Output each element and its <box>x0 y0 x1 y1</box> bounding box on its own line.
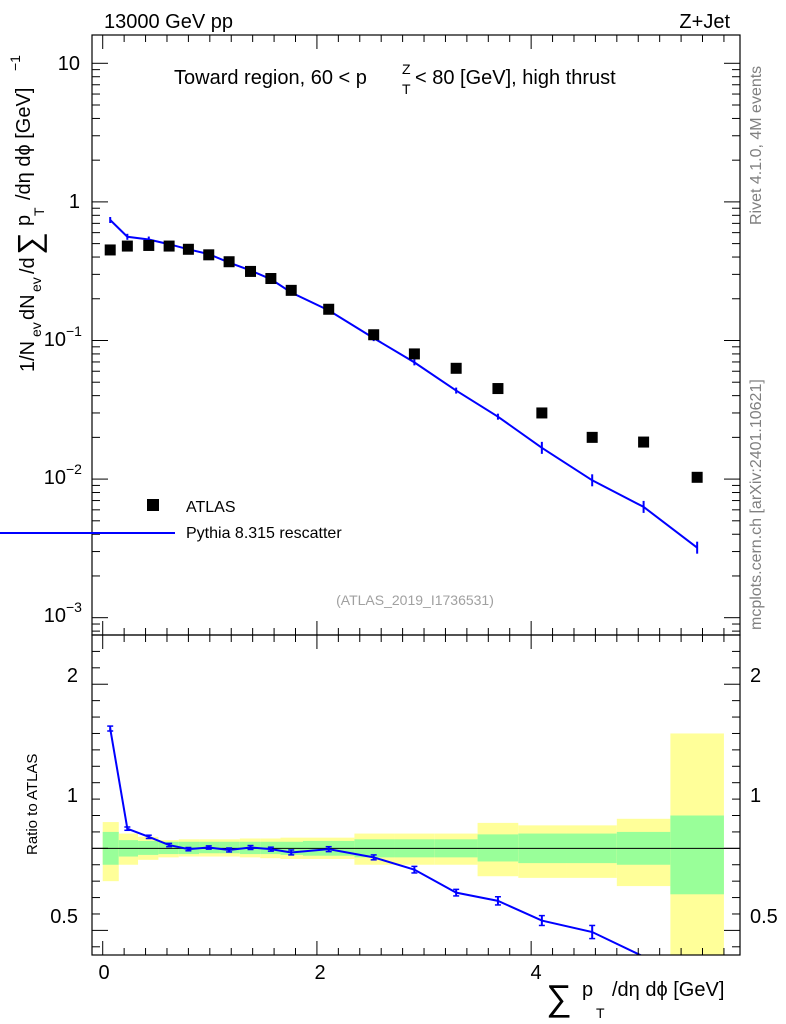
svg-text:p: p <box>13 215 35 226</box>
atlas-point-9 <box>285 284 297 296</box>
svg-text:−1: −1 <box>7 55 23 71</box>
atlas-point-0 <box>104 244 116 256</box>
ratio-ylabel: Ratio to ATLAS <box>24 754 41 855</box>
ratio-ytick-1-left: 1 <box>67 785 78 807</box>
ratio-ytick-1-right: 1 <box>750 785 761 807</box>
svg-text:1/N: 1/N <box>17 341 39 372</box>
atlas-point-13 <box>450 362 462 374</box>
xtick-2: 2 <box>314 962 325 984</box>
atlas-point-17 <box>638 436 650 448</box>
ratio-line <box>109 728 643 955</box>
main-title-sup: Z <box>402 61 411 77</box>
ratio-ytick-2-right: 2 <box>750 665 761 687</box>
ratio-uncertainty-bands <box>102 733 724 955</box>
stat-band-bin-18 <box>670 815 724 895</box>
legend: ATLAS Pythia 8.315 rescatter <box>0 499 342 542</box>
ratio-series <box>107 725 643 955</box>
atlas-point-3 <box>163 240 175 252</box>
ytick-1: 1 <box>69 191 80 213</box>
side-label-mcplots: mcplots.cern.ch [arXiv:2401.10621] <box>748 379 765 630</box>
atlas-point-10 <box>323 303 335 315</box>
ytick-0.001-exp: −3 <box>66 599 82 615</box>
legend-label-pythia: Pythia 8.315 rescatter <box>186 525 342 542</box>
svg-text:dN: dN <box>17 294 39 320</box>
ratio-ytick-0.5-right: 0.5 <box>750 906 778 928</box>
main-panel-frame <box>91 34 741 636</box>
atlas-point-2 <box>143 239 155 251</box>
main-title-part1: Toward region, 60 < p <box>174 67 367 89</box>
atlas-point-8 <box>265 273 277 285</box>
side-label-rivet: Rivet 4.1.0, 4M events <box>748 66 765 225</box>
ytick-0.01: 10 <box>44 467 66 489</box>
xtick-labels: 0 2 4 <box>98 962 541 984</box>
main-ylabel: 1/N ev dN ev /d ∑ p T /dη dϕ [GeV] −1 <box>7 55 47 372</box>
xtick-0: 0 <box>98 962 109 984</box>
ratio-panel-frame <box>91 634 741 956</box>
atlas-point-12 <box>408 348 420 360</box>
svg-text:ev: ev <box>28 277 44 292</box>
ytick-0.1-exp: −1 <box>66 323 82 339</box>
main-title: Toward region, 60 < p Z T < 80 [GeV], hi… <box>174 61 616 97</box>
atlas-point-5 <box>203 249 215 261</box>
svg-text:/dη dϕ [GeV]: /dη dϕ [GeV] <box>612 979 724 1001</box>
svg-text:p: p <box>582 979 593 1001</box>
main-title-sub: T <box>402 81 411 97</box>
main-title-part2: < 80 [GeV], high thrust <box>415 67 616 89</box>
header-right-label: Z+Jet <box>679 11 730 33</box>
legend-marker-atlas <box>147 499 159 511</box>
svg-text:/dη dϕ [GeV]: /dη dϕ [GeV] <box>13 88 35 200</box>
svg-text:T: T <box>31 207 47 216</box>
ytick-0.001: 10 <box>44 605 66 627</box>
svg-text:∑: ∑ <box>546 977 572 1018</box>
atlas-point-14 <box>492 383 504 395</box>
svg-text:ev: ev <box>28 322 44 337</box>
atlas-point-11 <box>368 329 380 341</box>
ratio-ytick-labels: 2 1 0.5 2 1 0.5 <box>50 665 778 928</box>
analysis-id: (ATLAS_2019_I1736531) <box>336 592 494 608</box>
atlas-point-6 <box>223 256 235 268</box>
ytick-0.1: 10 <box>44 329 66 351</box>
atlas-point-1 <box>121 240 133 252</box>
atlas-point-7 <box>245 265 257 277</box>
ratio-ytick-2-left: 2 <box>67 665 78 687</box>
main-series <box>104 217 703 554</box>
ytick-0.01-exp: −2 <box>66 461 82 477</box>
atlas-point-18 <box>691 471 703 483</box>
svg-text:∑: ∑ <box>11 232 47 255</box>
svg-text:T: T <box>596 1005 605 1021</box>
axis-ticks <box>92 35 740 955</box>
svg-text:/d: /d <box>17 257 39 274</box>
header-left-label: 13000 GeV pp <box>104 11 233 33</box>
xtick-4: 4 <box>530 962 541 984</box>
main-ytick-labels: 10 1 10 −1 10 −2 10 −3 <box>44 53 82 627</box>
ratio-ytick-0.5-left: 0.5 <box>50 906 78 928</box>
atlas-point-15 <box>536 407 548 419</box>
ytick-10: 10 <box>58 53 80 75</box>
atlas-point-4 <box>182 243 194 255</box>
xlabel: ∑ p T /dη dϕ [GeV] <box>546 977 724 1021</box>
legend-label-atlas: ATLAS <box>186 499 236 516</box>
atlas-point-16 <box>586 431 598 443</box>
